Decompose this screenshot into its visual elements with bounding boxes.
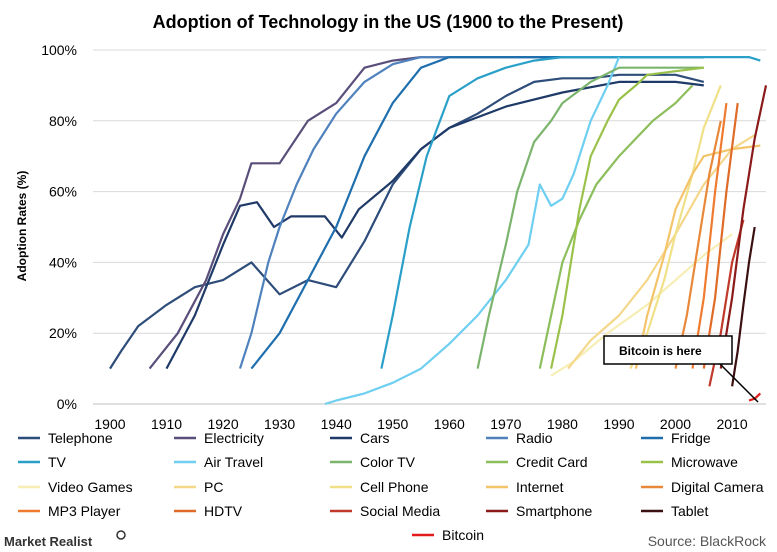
x-tick-labels: 1900 1910 1920 1930 1940 1950 1960 1970 1980 1990… [94,416,747,432]
legend-label: PC [204,479,223,495]
series-line-tv [380,55,761,369]
series-line-hdtv [702,102,739,369]
legend-item: Radio [486,430,553,446]
x-tick-label: 1940 [321,416,352,432]
legend-item: Bitcoin [412,527,484,543]
series-line-air-travel [324,56,621,406]
annotation-text: Bitcoin is here [619,344,702,358]
legend-item: Color TV [330,454,416,470]
legend-item: Cars [330,430,390,446]
series-line-telephone [109,73,705,370]
legend-label: Microwave [671,454,738,470]
legend-label: Telephone [48,430,113,446]
x-tick-label: 1920 [207,416,238,432]
legend-label: Electricity [204,430,264,446]
series-line-color-tv [476,66,704,369]
legend-item: Telephone [18,430,113,446]
legend-item: Microwave [641,454,738,470]
legend-item: Smartphone [486,503,592,519]
series-line-radio [238,55,704,369]
y-tick-label: 100% [41,42,77,58]
y-axis-label: Adoption Rates (%) [15,171,29,282]
magnifier-icon [116,530,126,540]
legend-item: Cell Phone [330,479,429,495]
series-line-microwave [550,66,704,369]
legend-item: Fridge [641,430,711,446]
series-line-fridge [250,55,704,370]
x-tick-label: 1990 [603,416,634,432]
legend-label: Tablet [671,503,708,519]
legend-item: Digital Camera [641,479,764,495]
series-line-mp3-player [691,102,728,369]
legend-label: Cars [360,430,390,446]
y-tick-label: 80% [49,113,77,129]
legend-label: Color TV [360,454,416,470]
x-tick-label: 1900 [94,416,125,432]
legend-label: Cell Phone [360,479,429,495]
legend-item: Internet [486,479,564,495]
series-line-credit-card [538,84,694,369]
x-tick-label: 1930 [264,416,295,432]
legend-item: Social Media [330,503,440,519]
legend-item: PC [174,479,223,495]
series-line-smartphone [719,85,768,369]
legend: Telephone Electricity Cars Radio Fridge TV Air… [18,430,764,543]
gridlines [93,49,766,405]
legend-label: Video Games [48,479,133,495]
series-line-cars [165,80,704,370]
legend-label: Internet [516,479,564,495]
chart-title: Adoption of Technology in the US (1900 t… [153,12,624,32]
annotation-box [603,335,733,365]
legend-label: Radio [516,430,553,446]
y-tick-label: 60% [49,184,77,200]
legend-label: HDTV [204,503,243,519]
legend-item: Video Games [18,479,133,495]
annotation-arrow [719,363,759,403]
series-line-cell-phone [629,84,722,370]
legend-label: Fridge [671,430,711,446]
x-tick-label: 1950 [377,416,408,432]
x-tick-label: 1960 [434,416,465,432]
legend-item: Air Travel [174,454,263,470]
legend-label: Smartphone [516,503,592,519]
legend-item: Credit Card [486,454,588,470]
legend-item: Electricity [174,430,264,446]
series-line-pc [567,134,756,370]
legend-label: Bitcoin [442,527,484,543]
x-tick-label: 2010 [716,416,747,432]
y-tick-labels: 0% 20% 40% 60% 80% 100% [41,42,77,412]
y-tick-label: 40% [49,254,77,270]
brand-text: Market Realist [4,534,93,549]
source-text: Source: BlackRock [648,533,767,549]
series-lines [109,55,768,406]
legend-label: Digital Camera [671,479,764,495]
legend-label: MP3 Player [48,503,121,519]
series-line-internet [634,144,761,369]
legend-item: Tablet [641,503,708,519]
y-tick-label: 20% [49,325,77,341]
x-tick-label: 1970 [490,416,521,432]
legend-label: TV [48,454,67,470]
series-line-tablet [731,226,756,387]
legend-item: TV [18,454,67,470]
legend-item: MP3 Player [18,503,121,519]
y-tick-label: 0% [57,396,77,412]
x-tick-label: 1980 [547,416,578,432]
x-tick-label: 2000 [660,416,691,432]
legend-label: Social Media [360,503,440,519]
x-tick-label: 1910 [151,416,182,432]
brand-logo: Market Realist [4,530,126,549]
bitcoin-annotation: Bitcoin is here [603,335,759,403]
legend-label: Credit Card [516,454,588,470]
series-line-digital-camera [674,120,722,369]
series-line-electricity [148,55,704,370]
legend-item: HDTV [174,503,243,519]
legend-label: Air Travel [204,454,263,470]
